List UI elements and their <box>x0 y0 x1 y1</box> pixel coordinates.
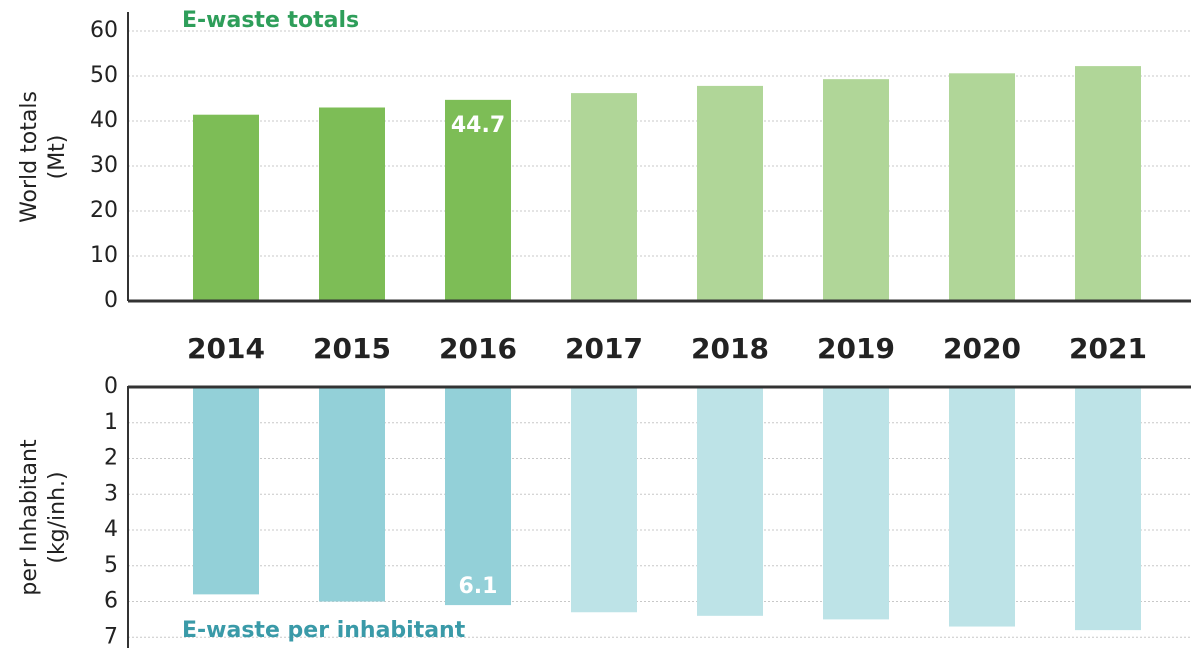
bar <box>697 387 763 616</box>
y-tick-label: 3 <box>104 481 118 506</box>
x-tick-label: 2020 <box>943 332 1021 365</box>
x-tick-label: 2014 <box>187 332 265 365</box>
x-tick-label: 2016 <box>439 332 517 365</box>
y-tick-label: 6 <box>104 589 118 614</box>
chart-title: E-waste totals <box>182 8 359 33</box>
x-tick-label: 2018 <box>691 332 769 365</box>
bar <box>445 99 511 301</box>
y-tick-label: 60 <box>90 18 118 43</box>
bar <box>193 387 259 595</box>
y-tick-label: 7 <box>104 624 118 648</box>
y-tick-label: 10 <box>90 243 118 268</box>
bar <box>1075 387 1141 631</box>
x-tick-label: 2017 <box>565 332 643 365</box>
y-axis-label: (kg/inh.) <box>45 471 70 563</box>
bar <box>697 85 763 302</box>
y-tick-label: 20 <box>90 198 118 223</box>
y-tick-label: 4 <box>104 517 118 542</box>
y-axis-label: World totals <box>17 91 42 223</box>
y-tick-label: 50 <box>90 63 118 88</box>
y-tick-label: 5 <box>104 553 118 578</box>
y-tick-label: 40 <box>90 108 118 133</box>
bar <box>571 93 637 301</box>
bar <box>319 107 385 301</box>
y-tick-label: 0 <box>104 374 118 399</box>
bar <box>193 114 259 301</box>
value-label: 6.1 <box>459 574 498 599</box>
x-tick-label: 2015 <box>313 332 391 365</box>
bar <box>823 387 889 620</box>
bar <box>949 387 1015 627</box>
chart-title: E-waste per inhabitant <box>182 618 466 643</box>
bar <box>1075 66 1141 301</box>
bar <box>319 387 385 602</box>
y-axis-label: per Inhabitant <box>17 439 42 596</box>
bar <box>571 387 637 613</box>
bar <box>445 387 511 606</box>
bar <box>949 73 1015 301</box>
bar <box>823 79 889 302</box>
y-tick-label: 2 <box>104 446 118 471</box>
value-label: 44.7 <box>451 113 505 138</box>
y-tick-label: 1 <box>104 410 118 435</box>
x-tick-label: 2021 <box>1069 332 1147 365</box>
y-tick-label: 0 <box>104 288 118 313</box>
y-tick-label: 30 <box>90 153 118 178</box>
y-axis-label: (Mt) <box>45 135 70 180</box>
x-tick-label: 2019 <box>817 332 895 365</box>
